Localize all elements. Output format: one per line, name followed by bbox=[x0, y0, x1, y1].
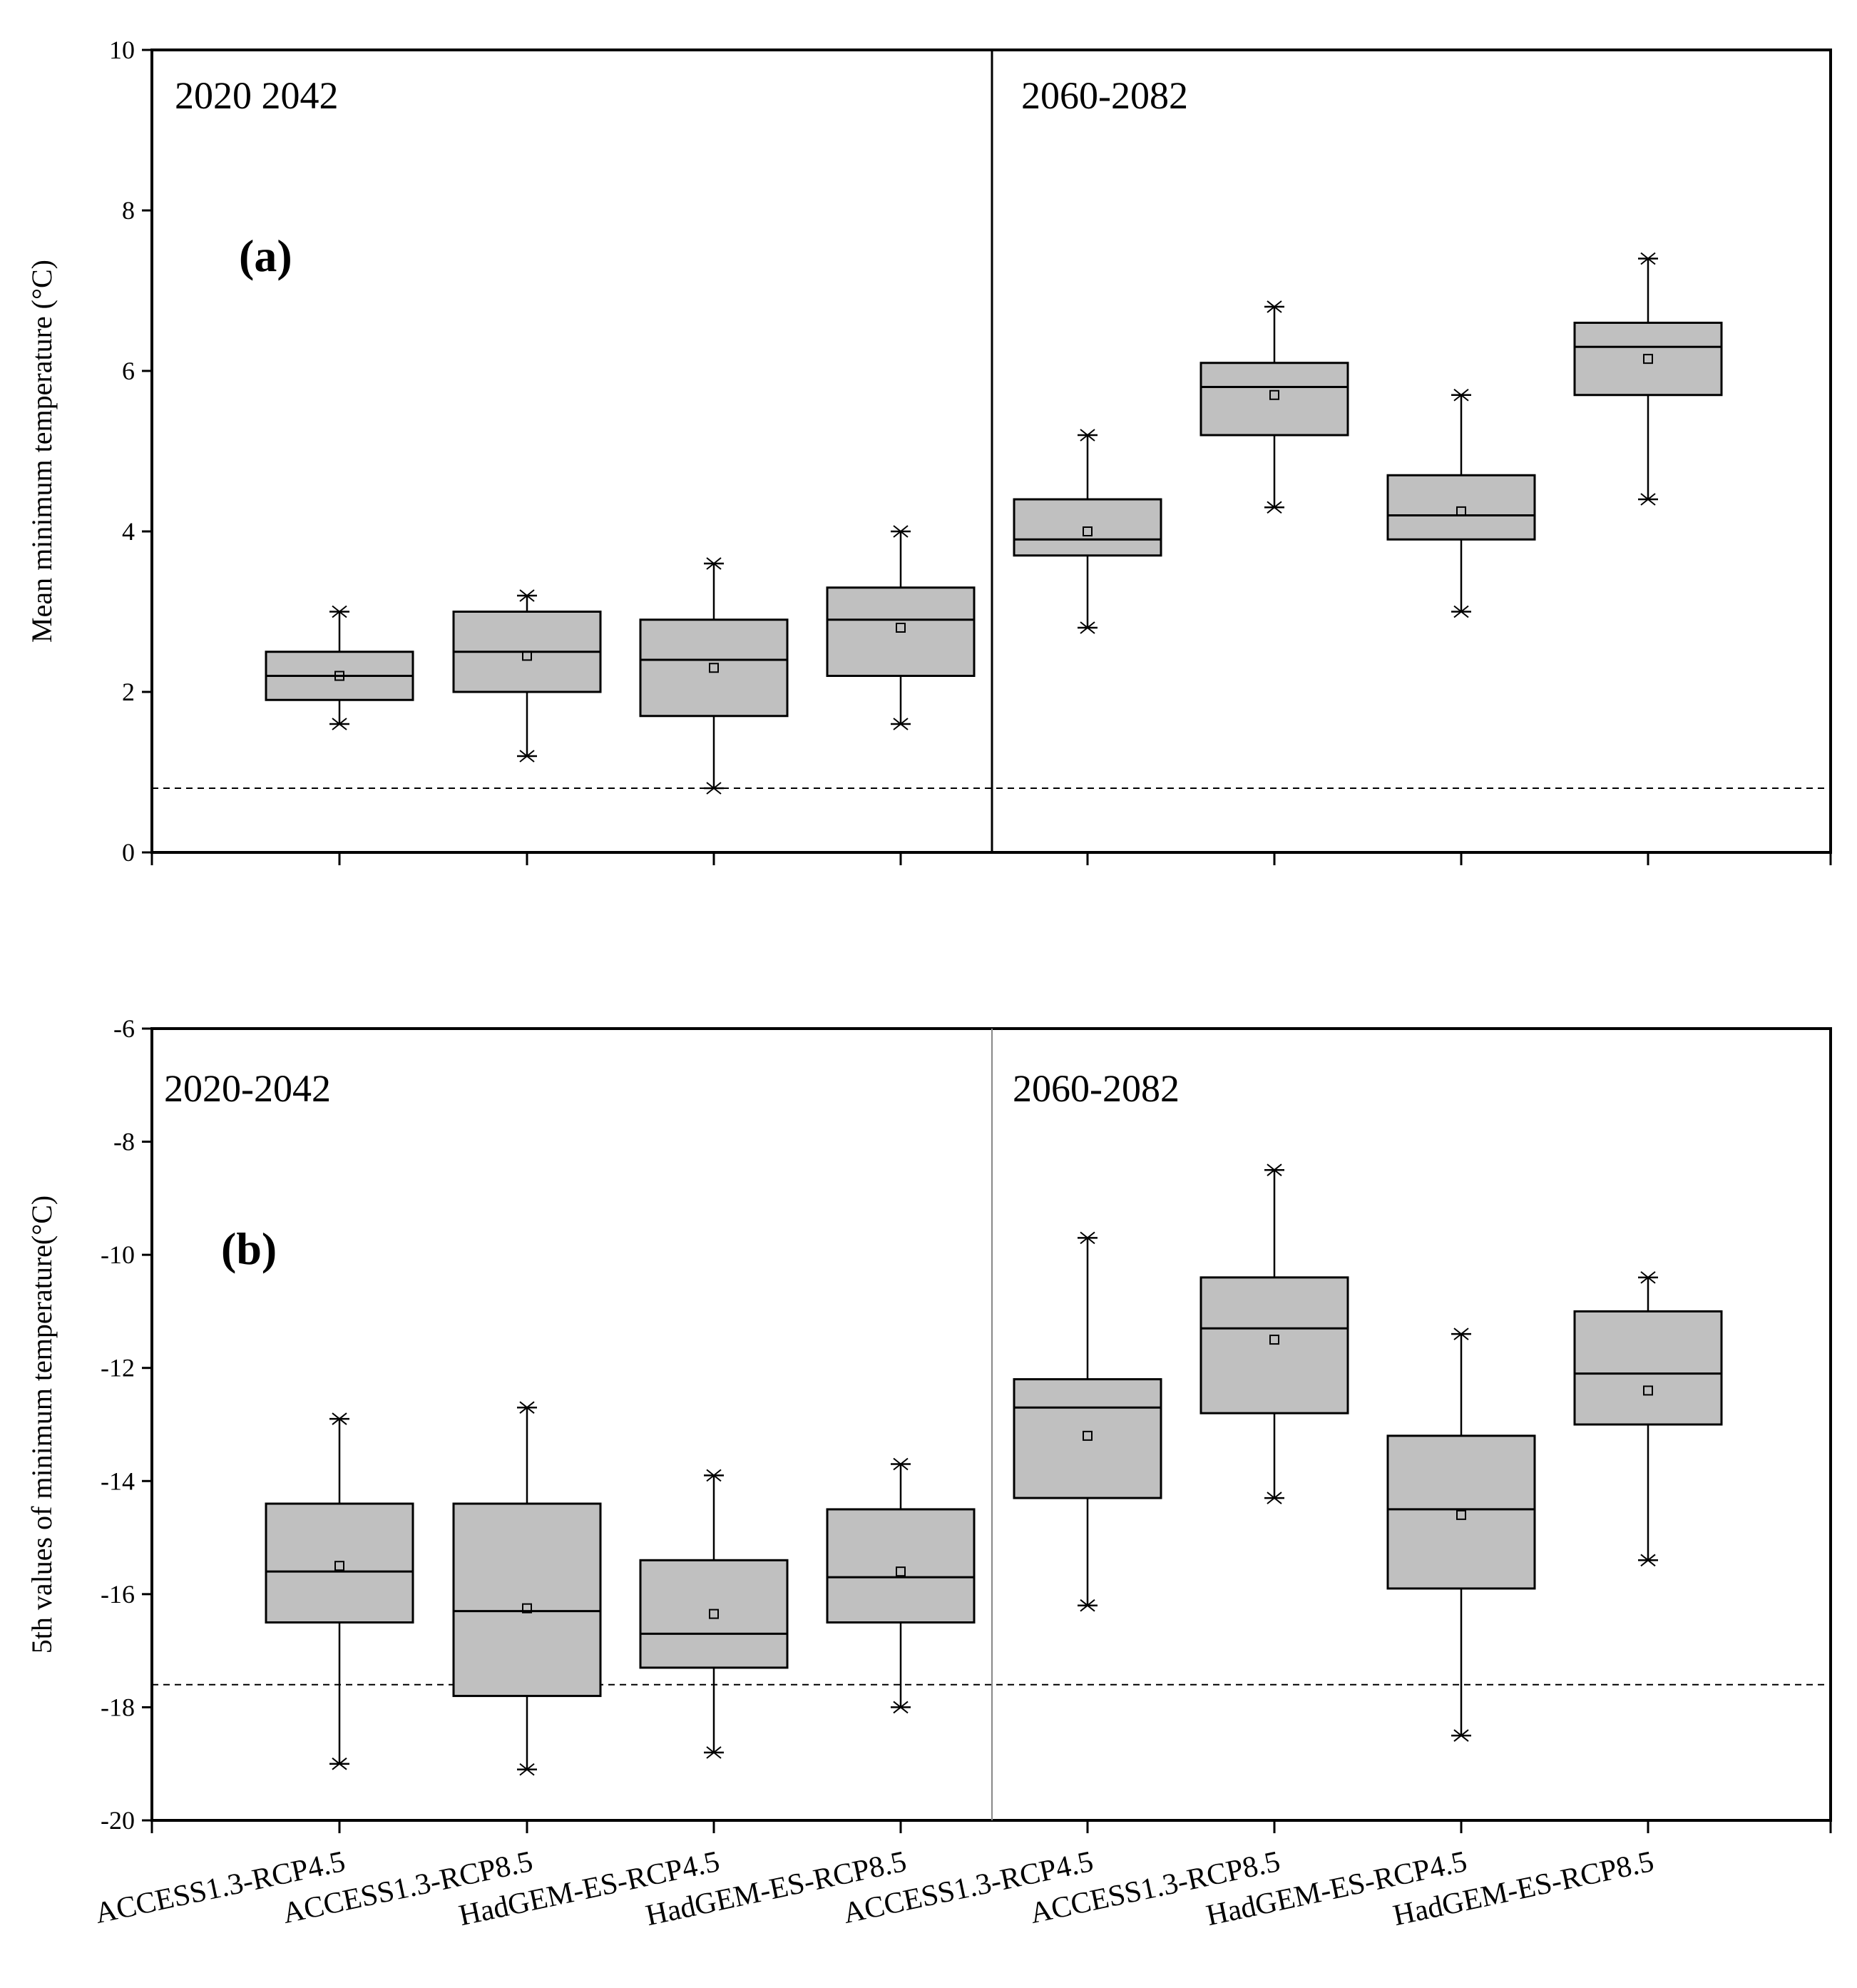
box-plot bbox=[265, 1412, 414, 1770]
min-marker bbox=[1453, 1729, 1469, 1742]
box bbox=[639, 1559, 789, 1669]
box bbox=[826, 1508, 976, 1623]
max-marker bbox=[1453, 1327, 1469, 1340]
box-plot bbox=[1573, 252, 1723, 506]
mean-marker bbox=[1083, 1430, 1093, 1441]
min-marker bbox=[519, 1763, 535, 1776]
mean-marker bbox=[334, 671, 344, 681]
mean-marker bbox=[896, 1566, 906, 1577]
mean-marker bbox=[709, 663, 719, 673]
y-tick-label: 2 bbox=[122, 678, 135, 706]
min-marker bbox=[1267, 501, 1282, 514]
max-marker bbox=[1080, 429, 1095, 442]
max-marker bbox=[1640, 252, 1656, 265]
period-label: 2060-2082 bbox=[1013, 1067, 1180, 1110]
min-marker bbox=[1640, 1554, 1656, 1567]
box bbox=[1199, 1276, 1349, 1414]
min-marker bbox=[332, 1757, 347, 1770]
box-plot bbox=[1013, 1231, 1162, 1612]
box bbox=[639, 618, 789, 718]
box-plot bbox=[1199, 300, 1349, 514]
y-tick-label: -18 bbox=[101, 1693, 135, 1721]
box-plot bbox=[452, 589, 602, 763]
mean-marker bbox=[522, 651, 532, 661]
min-marker bbox=[332, 718, 347, 730]
panel-a: 0 2 4 6 8 10 Mean minimum temperature (°C) 2020… bbox=[26, 36, 1832, 867]
y-tick-label: -20 bbox=[101, 1806, 135, 1835]
mean-marker bbox=[1456, 1509, 1466, 1520]
box bbox=[1386, 1434, 1536, 1590]
y-tick-label: -8 bbox=[113, 1128, 135, 1156]
mean-marker bbox=[1269, 389, 1279, 400]
box-plot bbox=[1573, 1271, 1723, 1567]
min-marker bbox=[1080, 1599, 1095, 1612]
max-marker bbox=[1080, 1231, 1095, 1245]
panel-b: -20 -18 -16 -14 -12 -10 -8 -6 5th values of mini… bbox=[26, 1014, 1832, 1932]
y-tick-label: 10 bbox=[109, 36, 135, 64]
max-marker bbox=[332, 605, 347, 618]
panel-label: (b) bbox=[221, 1223, 277, 1274]
min-marker bbox=[1640, 493, 1656, 506]
mean-marker bbox=[896, 623, 906, 633]
max-marker bbox=[893, 525, 909, 538]
mean-marker bbox=[522, 1603, 532, 1614]
y-tick-label: -16 bbox=[101, 1580, 135, 1609]
mean-marker bbox=[1643, 1385, 1653, 1396]
max-marker bbox=[1267, 1163, 1282, 1176]
box-plot bbox=[826, 1457, 976, 1714]
y-tick-label: -14 bbox=[101, 1467, 135, 1495]
mean-marker bbox=[709, 1609, 719, 1619]
box bbox=[1013, 1378, 1162, 1499]
box bbox=[1573, 1310, 1723, 1426]
period-label: 2020-2042 bbox=[164, 1067, 331, 1110]
mean-marker bbox=[1269, 1335, 1279, 1345]
max-marker bbox=[706, 1469, 722, 1482]
period-label: 2060-2082 bbox=[1021, 74, 1188, 117]
y-tick-label: -6 bbox=[113, 1014, 135, 1043]
period-label: 2020 2042 bbox=[175, 74, 339, 117]
y-tick-label: 0 bbox=[122, 838, 135, 867]
box-plot bbox=[1386, 388, 1536, 618]
min-marker bbox=[706, 782, 722, 795]
mean-marker bbox=[1083, 526, 1093, 536]
y-tick-label: 4 bbox=[122, 517, 135, 546]
box bbox=[265, 1502, 414, 1623]
y-tick-label: -12 bbox=[101, 1354, 135, 1382]
box-plot bbox=[639, 1469, 789, 1759]
box-plot bbox=[452, 1401, 602, 1776]
y-axis-label: 5th values of minimum temperature(°C) bbox=[26, 1196, 58, 1654]
max-marker bbox=[519, 589, 535, 602]
box-plot bbox=[1013, 429, 1162, 634]
min-marker bbox=[1267, 1492, 1282, 1504]
min-marker bbox=[893, 1701, 909, 1714]
y-tick-label: 6 bbox=[122, 357, 135, 385]
mean-marker bbox=[1643, 354, 1653, 365]
min-marker bbox=[1080, 621, 1095, 634]
box-plot bbox=[1199, 1163, 1349, 1504]
max-marker bbox=[1640, 1271, 1656, 1284]
box bbox=[1573, 322, 1723, 397]
min-marker bbox=[519, 750, 535, 763]
mean-marker bbox=[334, 1561, 344, 1571]
min-marker bbox=[706, 1746, 722, 1759]
box bbox=[452, 1502, 602, 1698]
max-marker bbox=[519, 1401, 535, 1414]
min-marker bbox=[893, 718, 909, 730]
max-marker bbox=[893, 1457, 909, 1471]
box-plot bbox=[639, 557, 789, 795]
max-marker bbox=[1453, 388, 1469, 402]
y-tick-label: -10 bbox=[101, 1240, 135, 1269]
max-marker bbox=[1267, 300, 1282, 313]
panel-label: (a) bbox=[239, 230, 292, 281]
y-tick-label: 8 bbox=[122, 196, 135, 225]
box-plot bbox=[826, 525, 976, 730]
y-axis-label: Mean minimum temperature (°C) bbox=[26, 260, 58, 643]
mean-marker bbox=[1456, 506, 1466, 516]
box-plot bbox=[265, 605, 414, 730]
max-marker bbox=[706, 557, 722, 570]
max-marker bbox=[332, 1412, 347, 1425]
box-plot bbox=[1386, 1327, 1536, 1742]
min-marker bbox=[1453, 605, 1469, 618]
